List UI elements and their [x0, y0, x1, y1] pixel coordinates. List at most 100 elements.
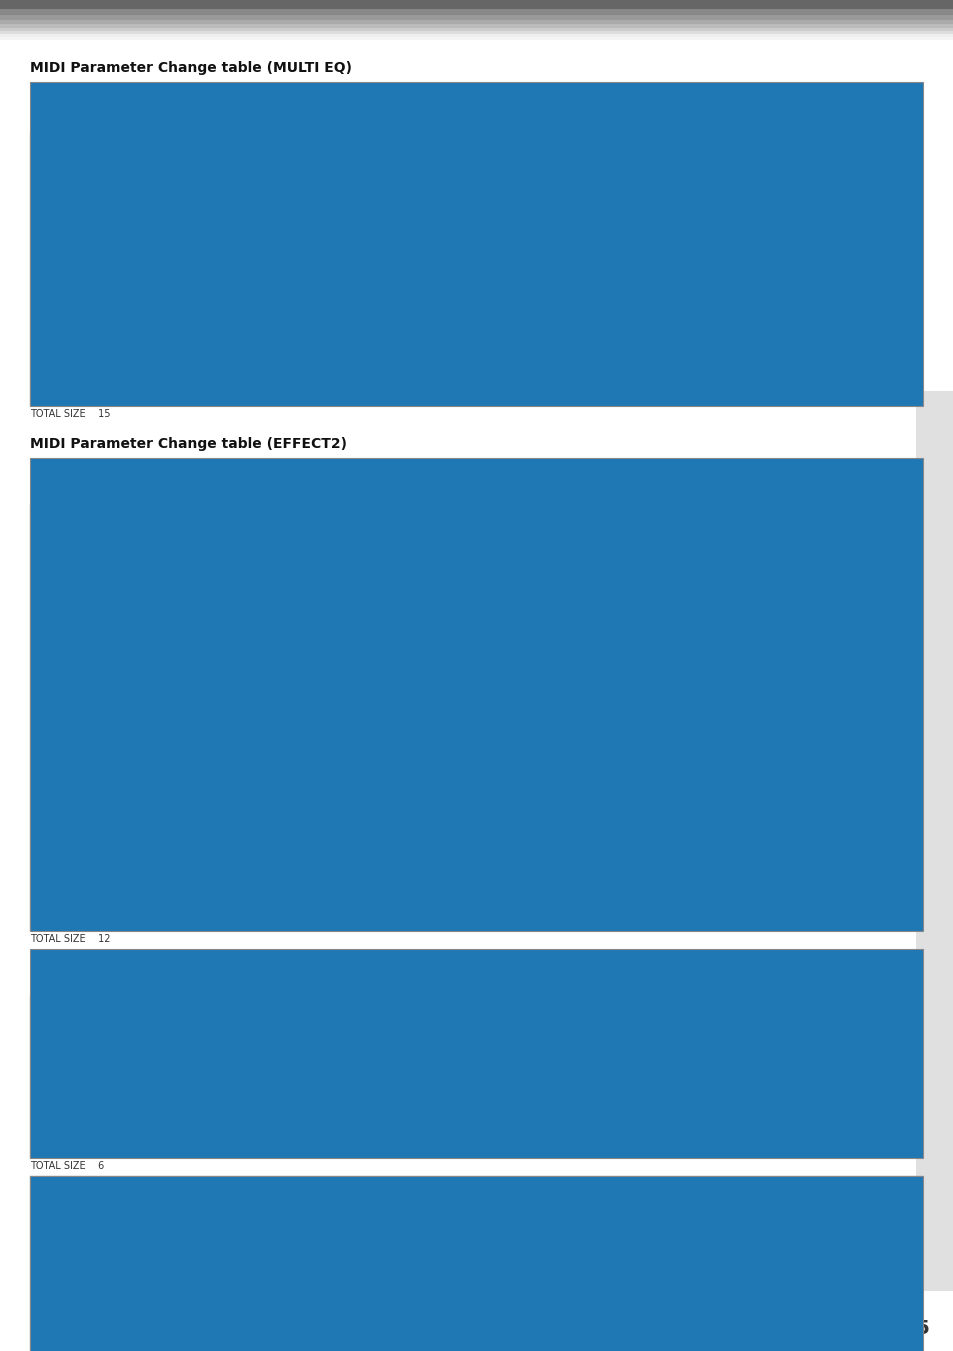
Text: 04-28: 04-28	[146, 161, 172, 170]
Text: O: O	[812, 676, 819, 685]
Text: X: X	[812, 186, 819, 196]
Text: Panel: Panel	[883, 975, 911, 984]
Text: O: O	[700, 784, 706, 793]
Text: X: X	[851, 1320, 857, 1329]
Text: X: X	[851, 213, 857, 222]
Text: Parameter: Parameter	[241, 484, 293, 493]
Text: –: –	[776, 343, 781, 353]
Bar	[30, 393, 923, 407]
Text: 00-01: 00-01	[146, 394, 172, 404]
Text: O: O	[812, 1347, 819, 1351]
Text: X: X	[812, 213, 819, 222]
Bar	[481, 471, 544, 505]
Text: X: X	[695, 226, 700, 235]
Text: X: X	[695, 174, 700, 182]
Text: 2: 2	[120, 1239, 126, 1248]
Text: X: X	[851, 854, 857, 863]
Text: X: X	[739, 149, 744, 157]
Text: 23: 23	[93, 1086, 104, 1096]
Text: 1: 1	[120, 594, 126, 604]
Text: 1: 1	[120, 567, 126, 577]
Text: Data
(H): Data (H)	[147, 105, 171, 124]
Text: 00-7F
00-7F: 00-7F 00-7F	[147, 1260, 171, 1281]
Text: 08: 08	[92, 239, 104, 249]
Text: O: O	[812, 1293, 819, 1302]
Text: 2: 2	[120, 1185, 126, 1194]
Text: O: O	[775, 540, 781, 550]
Bar	[30, 172, 923, 185]
Text: X: X	[851, 676, 857, 685]
Text: 2: 2	[120, 1320, 126, 1329]
Text: INSERTION EFFECT PARAMETER 7: INSERTION EFFECT PARAMETER 7	[185, 703, 325, 712]
Text: INSERTION EFFECT TYPE MSB
INSERTION EFFECT TYPE LSB: INSERTION EFFECT TYPE MSB INSERTION EFFE…	[185, 509, 308, 528]
Text: 1: 1	[120, 676, 126, 685]
Text: O: O	[775, 821, 781, 831]
Text: TOTAL SIZE    15: TOTAL SIZE 15	[30, 409, 111, 419]
Text: Address
(H): Address (H)	[51, 478, 91, 499]
Bar	[30, 1131, 923, 1158]
Text: O
(Insertion Type  ): O (Insertion Type )	[477, 1000, 548, 1019]
Text: X: X	[776, 149, 781, 157]
Text: -64...0...+63: -64...0...+63	[352, 886, 404, 896]
Text: O: O	[812, 621, 819, 631]
Text: 10: 10	[92, 343, 104, 353]
Text: O: O	[700, 621, 706, 631]
Text: X: X	[851, 186, 857, 196]
Text: X: X	[647, 902, 653, 912]
Text: X: X	[776, 369, 781, 378]
Bar	[0, 34, 953, 36]
Text: 00-7F: 00-7F	[147, 540, 171, 550]
Text: –: –	[504, 239, 508, 249]
Text: -12...0...+12[dB]: -12...0...+12[dB]	[306, 357, 378, 365]
Bar	[0, 0, 953, 9]
Text: X: X	[740, 730, 745, 739]
Text: 0E-36: 0E-36	[146, 317, 172, 326]
Text: PLAY: PLAY	[803, 111, 827, 119]
Text: 04: 04	[93, 594, 104, 604]
Text: X: X	[776, 135, 781, 145]
Bar	[30, 996, 923, 1023]
Text: 0D: 0D	[92, 854, 104, 863]
Text: 00-7F: 00-7F	[147, 1059, 171, 1069]
Text: X: X	[851, 149, 857, 157]
Text: O: O	[850, 1140, 857, 1148]
Text: 11: 11	[93, 919, 104, 928]
Text: X: X	[740, 870, 745, 880]
Text: X: X	[635, 278, 640, 286]
Text: 1: 1	[120, 394, 126, 404]
Text: O: O	[700, 1293, 706, 1302]
Text: –: –	[740, 290, 743, 300]
Text: –: –	[851, 343, 856, 353]
Text: 08: 08	[93, 703, 104, 712]
Bar	[681, 471, 725, 505]
Text: O: O	[812, 594, 819, 604]
Text: X: X	[647, 1086, 653, 1096]
Text: O
(Insertion Type  ): O (Insertion Type )	[477, 751, 548, 771]
Bar	[30, 1256, 923, 1283]
Text: 11: 11	[92, 357, 104, 365]
Bar	[0, 15, 953, 20]
Text: Description: Description	[364, 111, 421, 119]
Bar	[30, 354, 923, 367]
Text: X: X	[635, 304, 640, 313]
Text: X: X	[812, 369, 819, 378]
Text: X: X	[695, 317, 700, 326]
Bar	[134, 471, 183, 505]
Text: O: O	[812, 703, 819, 712]
Text: Address
(H): Address (H)	[51, 970, 91, 989]
Text: X: X	[776, 226, 781, 235]
Text: O: O	[812, 567, 819, 577]
Text: 02: 02	[92, 161, 104, 170]
Text: 1: 1	[120, 317, 126, 326]
Text: X: X	[740, 757, 745, 766]
Bar	[30, 1229, 923, 1256]
Text: X: X	[695, 357, 700, 365]
Bar	[30, 948, 725, 963]
Text: X: X	[812, 135, 819, 145]
Text: O: O	[775, 1212, 781, 1221]
Text: 36: 36	[93, 1266, 104, 1275]
Text: O
(Voice Setting): O (Voice Setting)	[618, 778, 680, 798]
Text: X: X	[812, 226, 819, 235]
Text: Parameter: Parameter	[241, 975, 293, 984]
Text: X: X	[740, 1212, 745, 1221]
